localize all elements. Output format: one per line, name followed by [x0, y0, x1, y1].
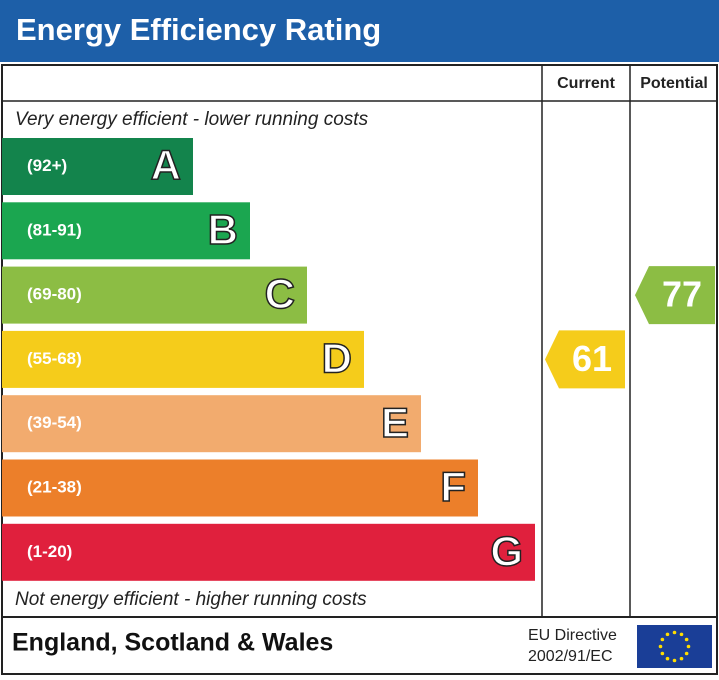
band-letter: B: [208, 206, 238, 253]
band-range: (39-54): [27, 413, 82, 432]
band-letter: C: [265, 270, 295, 317]
band: [2, 138, 193, 195]
star: [660, 637, 665, 642]
band-range: (1-20): [27, 542, 72, 561]
top-note: Very energy efficient - lower running co…: [15, 109, 369, 130]
band-range: (69-80): [27, 285, 82, 304]
band: [2, 202, 250, 260]
star: [672, 658, 677, 663]
star: [672, 630, 677, 635]
star: [686, 644, 691, 649]
band: [2, 523, 535, 581]
rating-arrow: [545, 330, 625, 389]
star: [684, 637, 689, 642]
band-letter: G: [490, 527, 523, 574]
directive: EU Directive: [528, 627, 617, 644]
star: [658, 644, 663, 649]
band: [2, 330, 364, 388]
column-header: Current: [557, 75, 615, 92]
band-letter: D: [322, 334, 352, 381]
band: [2, 395, 421, 453]
directive: 2002/91/EC: [528, 648, 613, 665]
star: [665, 656, 670, 661]
band-range: (81-91): [27, 220, 82, 239]
rating-arrow: [635, 266, 715, 325]
star: [679, 632, 684, 637]
band: [2, 266, 307, 324]
rating-value: 61: [572, 338, 612, 379]
title: Energy Efficiency Rating: [16, 12, 381, 47]
band-range: (21-38): [27, 477, 82, 496]
star: [679, 656, 684, 661]
title-bar: [0, 0, 719, 62]
star: [684, 651, 689, 656]
band: [2, 459, 478, 517]
band-letter: E: [381, 399, 409, 446]
star: [665, 632, 670, 637]
flag-stars: [658, 630, 691, 663]
region: England, Scotland & Wales: [12, 629, 333, 657]
band-range: (92+): [27, 156, 67, 175]
column-header: Potential: [640, 75, 708, 92]
band-range: (55-68): [27, 349, 82, 368]
star: [660, 651, 665, 656]
band-letter: A: [151, 142, 181, 189]
rating-value: 77: [662, 274, 702, 315]
bottom-note: Not energy efficient - higher running co…: [15, 589, 367, 610]
band-letter: F: [440, 463, 466, 510]
